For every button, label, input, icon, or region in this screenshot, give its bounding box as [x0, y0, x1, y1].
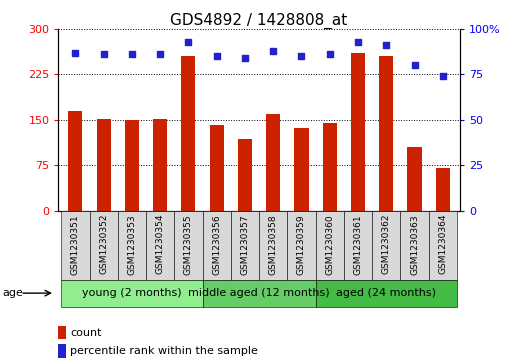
- Bar: [174, 211, 203, 280]
- Text: GSM1230353: GSM1230353: [128, 214, 137, 275]
- Bar: [238, 139, 252, 211]
- Bar: [429, 211, 457, 280]
- Title: GDS4892 / 1428808_at: GDS4892 / 1428808_at: [171, 13, 347, 29]
- Point: [439, 73, 447, 79]
- Bar: [231, 211, 259, 280]
- Text: age: age: [3, 288, 23, 298]
- Text: GSM1230354: GSM1230354: [155, 214, 165, 274]
- Bar: [436, 168, 450, 211]
- Bar: [379, 56, 393, 211]
- Text: GSM1230357: GSM1230357: [240, 214, 249, 275]
- Bar: [266, 114, 280, 211]
- Point: [410, 62, 419, 68]
- Point: [297, 53, 305, 59]
- Point: [326, 52, 334, 57]
- Bar: [203, 280, 315, 307]
- Text: GSM1230358: GSM1230358: [269, 214, 278, 275]
- Text: percentile rank within the sample: percentile rank within the sample: [71, 346, 259, 356]
- Bar: [61, 211, 89, 280]
- Text: GSM1230352: GSM1230352: [99, 214, 108, 274]
- Text: GSM1230356: GSM1230356: [212, 214, 221, 275]
- Text: aged (24 months): aged (24 months): [336, 288, 436, 298]
- Bar: [58, 344, 66, 358]
- Text: GSM1230360: GSM1230360: [325, 214, 334, 275]
- Text: GSM1230364: GSM1230364: [438, 214, 447, 274]
- Bar: [315, 280, 457, 307]
- Text: GSM1230362: GSM1230362: [382, 214, 391, 274]
- Bar: [210, 125, 224, 211]
- Bar: [288, 211, 315, 280]
- Text: GSM1230359: GSM1230359: [297, 214, 306, 275]
- Bar: [125, 120, 139, 211]
- Bar: [259, 211, 288, 280]
- Point: [354, 39, 362, 45]
- Bar: [295, 128, 308, 211]
- Point: [156, 52, 164, 57]
- Point: [71, 50, 79, 56]
- Point: [184, 39, 193, 45]
- Bar: [118, 211, 146, 280]
- Bar: [89, 211, 118, 280]
- Bar: [344, 211, 372, 280]
- Bar: [315, 211, 344, 280]
- Text: young (2 months): young (2 months): [82, 288, 182, 298]
- Bar: [372, 211, 400, 280]
- Point: [241, 55, 249, 61]
- Text: GSM1230355: GSM1230355: [184, 214, 193, 275]
- Bar: [407, 147, 422, 211]
- Bar: [68, 111, 82, 211]
- Bar: [58, 326, 66, 339]
- Point: [128, 52, 136, 57]
- Bar: [61, 280, 203, 307]
- Text: GSM1230351: GSM1230351: [71, 214, 80, 275]
- Bar: [203, 211, 231, 280]
- Bar: [97, 119, 111, 211]
- Point: [100, 52, 108, 57]
- Point: [213, 53, 221, 59]
- Bar: [146, 211, 174, 280]
- Text: GSM1230361: GSM1230361: [354, 214, 363, 275]
- Bar: [153, 119, 167, 211]
- Text: count: count: [71, 327, 102, 338]
- Bar: [351, 53, 365, 211]
- Bar: [323, 123, 337, 211]
- Text: middle aged (12 months): middle aged (12 months): [188, 288, 330, 298]
- Text: GSM1230363: GSM1230363: [410, 214, 419, 275]
- Point: [269, 48, 277, 54]
- Bar: [181, 56, 196, 211]
- Point: [382, 42, 390, 48]
- Bar: [400, 211, 429, 280]
